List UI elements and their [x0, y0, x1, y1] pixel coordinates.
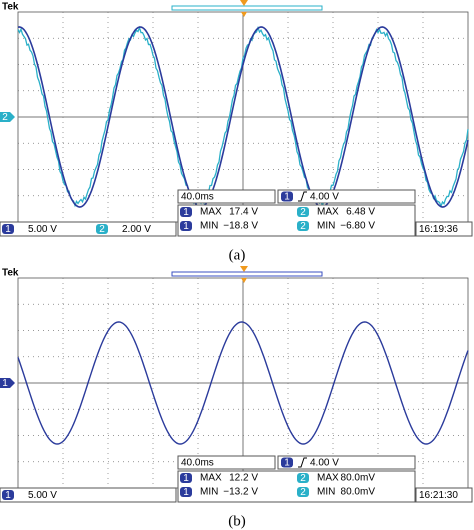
- measurement-box: [177, 204, 416, 237]
- caption: (b): [228, 513, 246, 529]
- waveform: [17, 321, 469, 445]
- trigger-level-value: 4.00 V: [310, 458, 339, 469]
- channel-badge: [180, 221, 192, 231]
- timebase-box: [177, 189, 276, 204]
- trigger-level: [241, 278, 247, 283]
- timebase: 40.0ms: [181, 458, 214, 469]
- trigger-slope: [298, 191, 307, 202]
- status-bar: [0, 487, 177, 503]
- waveform: [17, 25, 469, 209]
- timebase-box: [177, 455, 276, 470]
- channel-badge: [297, 487, 309, 497]
- timebase: 40.0ms: [181, 192, 214, 203]
- channel-scale: 2.00 V: [122, 224, 151, 235]
- channel-badge-label: 1: [183, 207, 189, 218]
- clock: 16:19:36: [419, 224, 458, 235]
- max-label: MAX: [317, 207, 339, 218]
- record-bar: [171, 271, 323, 277]
- channel-badge-label: 1: [183, 487, 189, 498]
- channel-badge-label: 1: [5, 224, 11, 235]
- trigger-position: [240, 266, 248, 272]
- min-value: 80.0mV: [341, 487, 376, 498]
- trigger-box: [277, 189, 416, 204]
- min-value: −18.8 V: [223, 221, 258, 232]
- max-label: MAX: [200, 473, 222, 484]
- waveform: [17, 26, 469, 208]
- channel-badge-label: 2: [300, 487, 306, 498]
- ground-marker: [0, 378, 15, 388]
- min-label: MIN: [317, 487, 335, 498]
- measurement-box: [177, 470, 416, 503]
- channel-badge: [2, 490, 14, 500]
- clock: 16:21:30: [419, 490, 458, 501]
- min-label: MIN: [317, 221, 335, 232]
- ground-marker-label: 1: [2, 378, 8, 389]
- channel-badge-label: 2: [300, 221, 306, 232]
- ground-marker-label: 2: [2, 112, 8, 123]
- channel-badge: [297, 207, 309, 217]
- channel-badge: [96, 224, 108, 234]
- brand: Tek: [2, 268, 19, 279]
- min-label: MIN: [200, 487, 218, 498]
- status-bar: [0, 221, 177, 237]
- caption: (a): [229, 247, 246, 263]
- channel-badge: [180, 207, 192, 217]
- channel-badge-label: 2: [99, 224, 105, 235]
- channel-badge: [297, 221, 309, 231]
- channel-badge: [2, 224, 14, 234]
- trigger-box: [277, 455, 416, 470]
- max-label: MAX: [200, 207, 222, 218]
- channel-badge-label: 1: [183, 221, 189, 232]
- record-bar: [171, 5, 323, 11]
- trigger-level-value: 4.00 V: [310, 192, 339, 203]
- channel-scale: 5.00 V: [28, 490, 57, 501]
- channel-badge-label: 1: [183, 473, 189, 484]
- channel-badge: [281, 191, 293, 202]
- channel-scale: 5.00 V: [28, 224, 57, 235]
- channel-badge: [180, 487, 192, 497]
- channel-badge-label: 1: [284, 458, 290, 469]
- channel-badge-label: 1: [5, 490, 11, 501]
- max-value: 12.2 V: [229, 473, 258, 484]
- max-value: 80.0mV: [341, 473, 376, 484]
- brand: Tek: [2, 2, 19, 13]
- min-value: −13.2 V: [223, 487, 258, 498]
- channel-badge-label: 2: [300, 473, 306, 484]
- max-value: 17.4 V: [229, 207, 258, 218]
- channel-badge: [180, 473, 192, 483]
- channel-badge-label: 1: [284, 192, 290, 203]
- channel-badge: [297, 473, 309, 483]
- channel-badge: [281, 457, 293, 468]
- trigger-position: [240, 0, 248, 6]
- max-value: 6.48 V: [346, 207, 375, 218]
- max-label: MAX: [317, 473, 339, 484]
- ground-marker: [0, 112, 15, 122]
- clock-box: [415, 487, 473, 503]
- clock-box: [415, 221, 473, 237]
- min-label: MIN: [200, 221, 218, 232]
- min-value: −6.80 V: [340, 221, 375, 232]
- channel-badge-label: 2: [300, 207, 306, 218]
- trigger-slope: [298, 457, 307, 468]
- trigger-level: [241, 12, 247, 17]
